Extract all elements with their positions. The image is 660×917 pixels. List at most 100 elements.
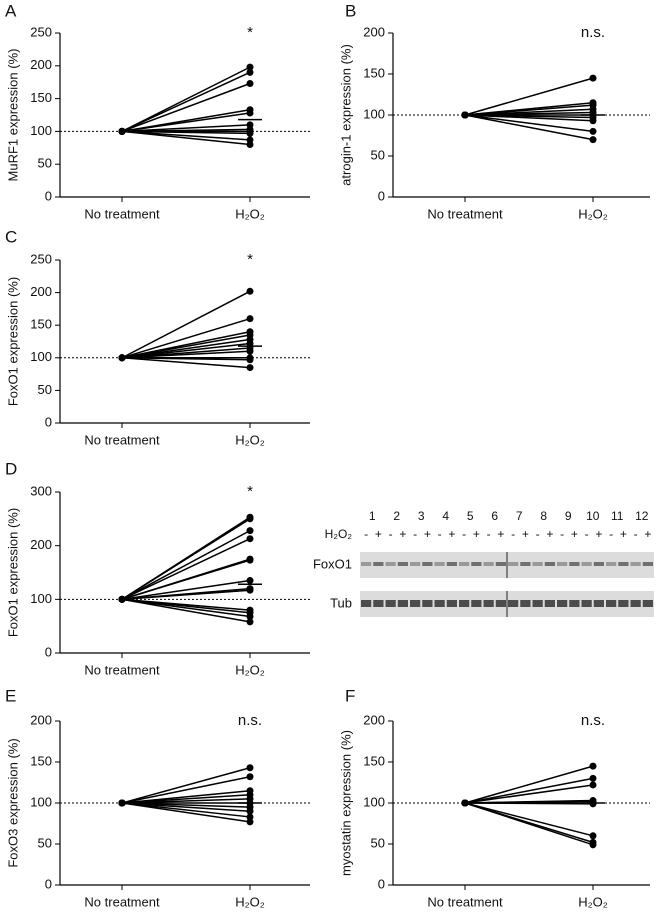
sign: - (462, 527, 466, 541)
y-tick-label: 150 (30, 753, 52, 768)
y-tick-label: 0 (45, 876, 52, 891)
blot-band (483, 562, 494, 566)
y-axis-label: FoxO3 expression (%) (5, 738, 20, 867)
panel-label: A (5, 1, 17, 20)
blot-row-label: FoxO1 (313, 556, 352, 571)
blot-band (581, 600, 592, 607)
paired-line (121, 334, 251, 359)
data-point (589, 117, 597, 125)
blot-band (618, 562, 629, 566)
y-tick-label: 200 (30, 57, 52, 72)
panel-label: F (345, 686, 355, 705)
y-axis-label: atrogin-1 expression (%) (338, 44, 353, 186)
data-point (589, 774, 597, 782)
lane-number: 5 (467, 509, 474, 523)
blot-band (569, 562, 580, 566)
y-tick-label: 100 (30, 794, 52, 809)
data-point (246, 315, 254, 323)
x-tick-label: No treatment (84, 662, 160, 677)
paired-line (464, 114, 594, 141)
data-point (246, 68, 254, 76)
y-tick-label: 200 (30, 712, 52, 727)
paired-line (464, 802, 594, 846)
x-tick-label: No treatment (427, 206, 503, 221)
x-tick-label: H₂O₂ (578, 894, 608, 909)
annotation: * (247, 251, 253, 268)
blot-band (508, 562, 519, 566)
data-point (246, 515, 254, 523)
y-tick-label: 100 (363, 106, 385, 121)
blot-band (373, 562, 384, 566)
paired-line (464, 114, 594, 133)
treatment-label: H₂O₂ (325, 527, 353, 541)
data-point (589, 762, 597, 770)
blot-band (581, 562, 592, 566)
annotation: * (247, 483, 253, 500)
data-point (246, 764, 254, 772)
y-tick-label: 200 (363, 712, 385, 727)
data-point (246, 364, 254, 372)
blot-band (630, 562, 641, 566)
data-point (246, 586, 254, 594)
blot-band (593, 600, 604, 607)
data-point (246, 347, 254, 355)
blot-band (557, 562, 568, 566)
blot-band (410, 562, 421, 566)
data-point (589, 841, 597, 849)
data-point (246, 287, 254, 295)
blot-band (373, 600, 384, 607)
blot-band (422, 562, 433, 566)
lane-number: 9 (565, 509, 572, 523)
paired-line (121, 317, 251, 359)
data-point (461, 799, 469, 807)
x-tick-label: No treatment (84, 206, 160, 221)
data-point (118, 595, 126, 603)
blot-band (483, 600, 494, 607)
y-tick-label: 100 (30, 123, 52, 138)
paired-line (121, 112, 251, 133)
paired-line (121, 529, 251, 600)
paired-line (121, 559, 251, 601)
sign: + (497, 527, 504, 541)
data-point (246, 577, 254, 585)
lane-number: 4 (442, 509, 449, 523)
x-tick-label: No treatment (84, 894, 160, 909)
blot-band (410, 600, 421, 607)
paired-line (121, 776, 251, 804)
sign: + (424, 527, 431, 541)
sign: - (634, 527, 638, 541)
blot-band (361, 600, 372, 607)
blot-band (422, 600, 433, 607)
paired-line (121, 350, 251, 359)
blot-band (642, 600, 653, 607)
blot-band (557, 600, 568, 607)
blot-band (495, 600, 506, 607)
annotation: n.s. (238, 712, 262, 729)
blot-band (459, 600, 470, 607)
paired-line (121, 518, 251, 600)
paired-line (121, 82, 251, 133)
paired-line (121, 130, 251, 146)
paired-line (464, 777, 594, 804)
blot-band (520, 562, 531, 566)
blot-band (495, 562, 506, 566)
blot-band (459, 562, 470, 566)
sign: - (585, 527, 589, 541)
data-point (246, 129, 254, 137)
panel-label: D (5, 459, 17, 478)
data-point (118, 799, 126, 807)
data-point (246, 527, 254, 535)
y-tick-label: 50 (371, 147, 385, 162)
blot-band (520, 600, 531, 607)
x-tick-label: No treatment (84, 432, 160, 447)
paired-line (121, 598, 251, 623)
paired-line (121, 290, 251, 359)
blot-band (385, 562, 396, 566)
blot-band (508, 600, 519, 607)
lane-number: 12 (635, 509, 649, 523)
sign: - (438, 527, 442, 541)
paired-line (464, 802, 594, 805)
y-tick-label: 50 (38, 156, 52, 171)
y-tick-label: 100 (30, 349, 52, 364)
